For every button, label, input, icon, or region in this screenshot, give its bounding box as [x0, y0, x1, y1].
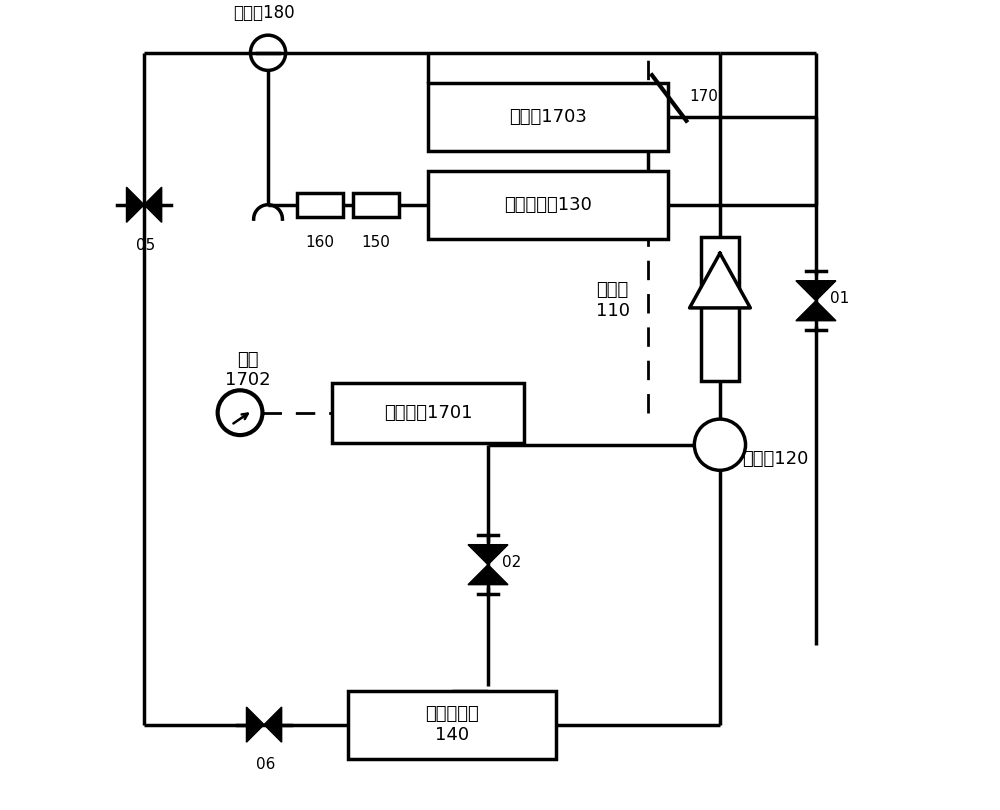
FancyBboxPatch shape — [332, 382, 524, 443]
FancyBboxPatch shape — [428, 83, 668, 151]
Text: 车外换热器130: 车外换热器130 — [504, 196, 592, 214]
Text: 150: 150 — [362, 235, 390, 250]
FancyBboxPatch shape — [353, 193, 399, 217]
Text: 三通阀180: 三通阀180 — [233, 4, 295, 23]
Text: 水泵: 水泵 — [237, 351, 259, 369]
FancyBboxPatch shape — [701, 237, 739, 381]
Polygon shape — [264, 707, 282, 742]
Text: 散热器1703: 散热器1703 — [509, 108, 587, 126]
Text: 170: 170 — [690, 89, 718, 104]
Polygon shape — [796, 301, 836, 321]
Text: 160: 160 — [306, 235, 335, 250]
FancyBboxPatch shape — [428, 171, 668, 239]
Polygon shape — [796, 281, 836, 301]
Polygon shape — [690, 254, 750, 308]
Text: 01: 01 — [830, 291, 850, 306]
Polygon shape — [126, 187, 144, 222]
Polygon shape — [144, 187, 162, 222]
Text: 动力系统1701: 动力系统1701 — [384, 403, 472, 422]
Text: 压缩机
110: 压缩机 110 — [596, 281, 630, 320]
Polygon shape — [468, 544, 508, 565]
Text: 02: 02 — [502, 555, 522, 569]
Text: 1702: 1702 — [225, 371, 271, 389]
FancyBboxPatch shape — [348, 691, 556, 759]
Text: 05: 05 — [136, 238, 155, 254]
FancyBboxPatch shape — [297, 193, 343, 217]
Text: 电池换热器
140: 电池换热器 140 — [425, 706, 479, 744]
Text: 06: 06 — [256, 757, 275, 772]
Polygon shape — [468, 565, 508, 585]
Polygon shape — [246, 707, 264, 742]
Text: 换向阀120: 换向阀120 — [742, 450, 809, 468]
